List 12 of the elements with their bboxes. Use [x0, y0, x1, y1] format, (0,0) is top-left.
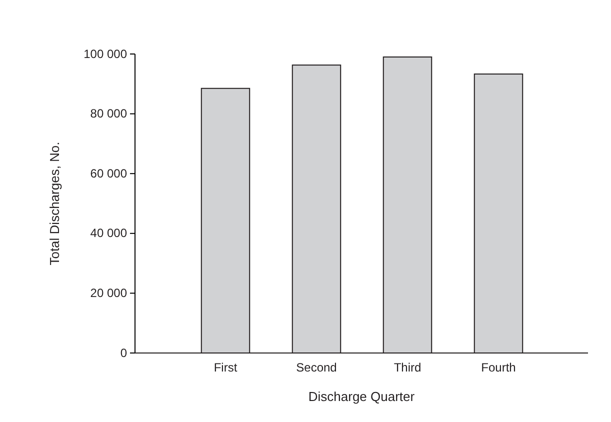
x-axis-title: Discharge Quarter	[308, 389, 416, 404]
x-tick-label: Third	[394, 360, 422, 375]
y-tick-label: 80 000	[90, 106, 128, 121]
x-tick-label: Second	[296, 360, 337, 375]
y-axis-title: Total Discharges, No.	[47, 142, 62, 266]
x-tick-label: First	[214, 360, 238, 375]
y-tick-label: 40 000	[90, 226, 128, 240]
y-tick-label: 60 000	[90, 166, 128, 180]
y-tick-label: 20 000	[90, 286, 128, 300]
y-tick-label: 100 000	[84, 46, 128, 61]
x-tick-label: Fourth	[481, 360, 516, 375]
y-tick-label: 0	[120, 346, 128, 360]
